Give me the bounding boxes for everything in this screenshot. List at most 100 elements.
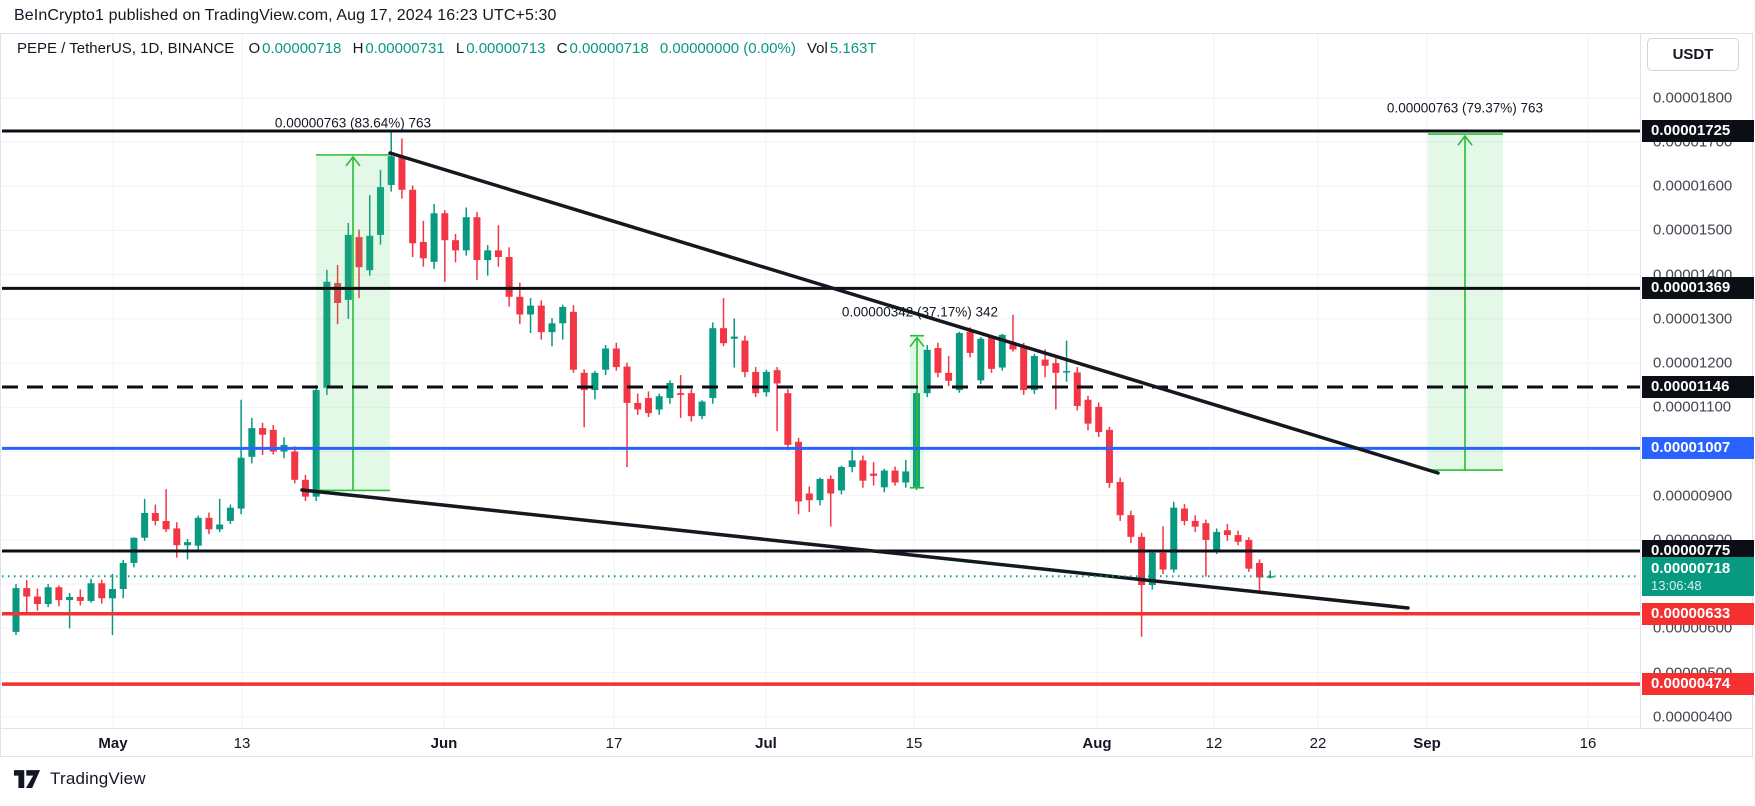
candle-down bbox=[334, 283, 342, 303]
ohlc-close-value: 0.00000718 bbox=[569, 40, 649, 57]
candle-up bbox=[226, 507, 234, 521]
candle-up bbox=[1148, 552, 1156, 586]
candle-up bbox=[323, 281, 331, 388]
candle-down bbox=[269, 429, 277, 452]
candle-up bbox=[655, 396, 663, 410]
candle-down bbox=[623, 366, 631, 403]
candle-up bbox=[527, 305, 535, 315]
ohlc-low-key: L bbox=[455, 40, 465, 57]
candle-up bbox=[194, 517, 202, 546]
candle-down bbox=[1041, 359, 1049, 366]
candle-up bbox=[376, 187, 384, 235]
time-axis-separator bbox=[1, 728, 1753, 729]
candle-up bbox=[66, 596, 74, 601]
candle-down bbox=[1127, 515, 1135, 537]
symbol-title: PEPE / TetherUS, 1D, BINANCE bbox=[17, 40, 235, 57]
candle-down bbox=[1191, 520, 1199, 527]
candle-up bbox=[1063, 371, 1071, 373]
change-value: 0.00000000 (0.00%) bbox=[659, 40, 796, 57]
candle-up bbox=[698, 401, 706, 417]
candle-up bbox=[977, 338, 985, 381]
candle-down bbox=[419, 241, 427, 259]
candle-down bbox=[966, 331, 974, 353]
candle-down bbox=[173, 528, 181, 546]
candle-down bbox=[934, 348, 942, 373]
candle-down bbox=[355, 237, 363, 268]
currency-toggle-button[interactable]: USDT bbox=[1647, 38, 1739, 71]
candle-up bbox=[184, 542, 192, 546]
candle-down bbox=[516, 296, 524, 315]
candle-down bbox=[1020, 346, 1028, 391]
candle-down bbox=[494, 250, 502, 257]
ohlc-high-value: 0.00000731 bbox=[365, 40, 445, 57]
candle-down bbox=[1159, 552, 1167, 570]
candle-down bbox=[870, 473, 878, 476]
candle-down bbox=[55, 587, 63, 601]
candle-down bbox=[33, 596, 41, 605]
candle-up bbox=[1030, 356, 1038, 391]
candle-up bbox=[248, 428, 256, 457]
candle-down bbox=[1223, 530, 1231, 536]
tradingview-attribution[interactable]: TradingView bbox=[12, 768, 146, 790]
candle-down bbox=[1234, 535, 1242, 542]
candle-down bbox=[720, 328, 728, 344]
ohlc-low-value: 0.00000713 bbox=[466, 40, 546, 57]
candle-down bbox=[644, 398, 652, 414]
candle-down bbox=[569, 311, 577, 370]
candle-up bbox=[387, 156, 395, 185]
candle-up bbox=[216, 524, 224, 530]
candle-up bbox=[848, 460, 856, 467]
candle-up bbox=[237, 457, 245, 509]
candle-up bbox=[484, 250, 492, 261]
candle-down bbox=[162, 520, 170, 530]
candle-up bbox=[1266, 576, 1274, 578]
candle-down bbox=[1180, 508, 1188, 521]
price-range-arrowhead bbox=[345, 155, 361, 167]
candle-up bbox=[108, 589, 116, 599]
candle-down bbox=[1095, 406, 1103, 433]
candle-up bbox=[955, 333, 963, 391]
candle-down bbox=[827, 478, 835, 494]
candle-down bbox=[1202, 523, 1210, 540]
tradingview-logo-icon bbox=[13, 770, 41, 788]
descending-trendline bbox=[300, 488, 1410, 610]
candle-down bbox=[1245, 539, 1253, 569]
candle-up bbox=[762, 371, 770, 393]
candle-down bbox=[452, 240, 460, 251]
ohlc-open-value: 0.00000718 bbox=[262, 40, 342, 57]
candle-down bbox=[1009, 342, 1017, 350]
candle-down bbox=[1073, 372, 1081, 406]
candle-up bbox=[1213, 531, 1221, 552]
candle-down bbox=[1256, 562, 1264, 578]
candle-down bbox=[1105, 429, 1113, 483]
ohlc-high-key: H bbox=[352, 40, 364, 57]
candle-down bbox=[805, 493, 813, 501]
candle-down bbox=[859, 460, 867, 481]
candle-up bbox=[837, 466, 845, 491]
candle-down bbox=[441, 213, 449, 241]
candle-down bbox=[634, 402, 642, 410]
ohlc-open-key: O bbox=[248, 40, 261, 57]
candle-up bbox=[12, 588, 20, 632]
candle-up bbox=[366, 235, 374, 271]
ohlc-close-key: C bbox=[556, 40, 568, 57]
candle-down bbox=[76, 596, 84, 601]
candle-up bbox=[312, 390, 320, 497]
candle-up bbox=[998, 334, 1006, 368]
plot-area bbox=[2, 34, 1640, 728]
candle-up bbox=[902, 471, 910, 483]
candle-up bbox=[602, 348, 610, 370]
price-range-arrowhead bbox=[1457, 134, 1473, 146]
candle-up bbox=[730, 336, 738, 339]
candle-up bbox=[44, 587, 52, 605]
candle-down bbox=[505, 256, 513, 297]
candle-down bbox=[259, 428, 267, 435]
candle-up bbox=[666, 382, 674, 399]
candle-down bbox=[773, 370, 781, 384]
candle-down bbox=[23, 588, 31, 597]
candle-down bbox=[1052, 363, 1060, 373]
candle-down bbox=[291, 451, 299, 480]
candle-down bbox=[1138, 536, 1146, 586]
candle-up bbox=[548, 323, 556, 333]
